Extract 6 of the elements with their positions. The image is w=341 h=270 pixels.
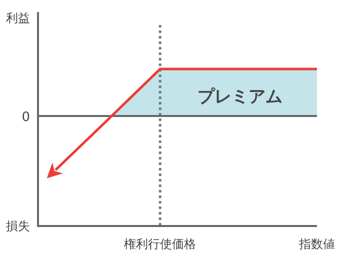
- ref-line-label: 0: [22, 110, 30, 125]
- x-tick-label: 指数値: [298, 237, 335, 251]
- text: 損失: [6, 219, 30, 233]
- text: 利益: [6, 11, 30, 25]
- x-tick-label: 権利行使価格: [124, 237, 196, 251]
- annotation: プレミアム: [198, 87, 282, 107]
